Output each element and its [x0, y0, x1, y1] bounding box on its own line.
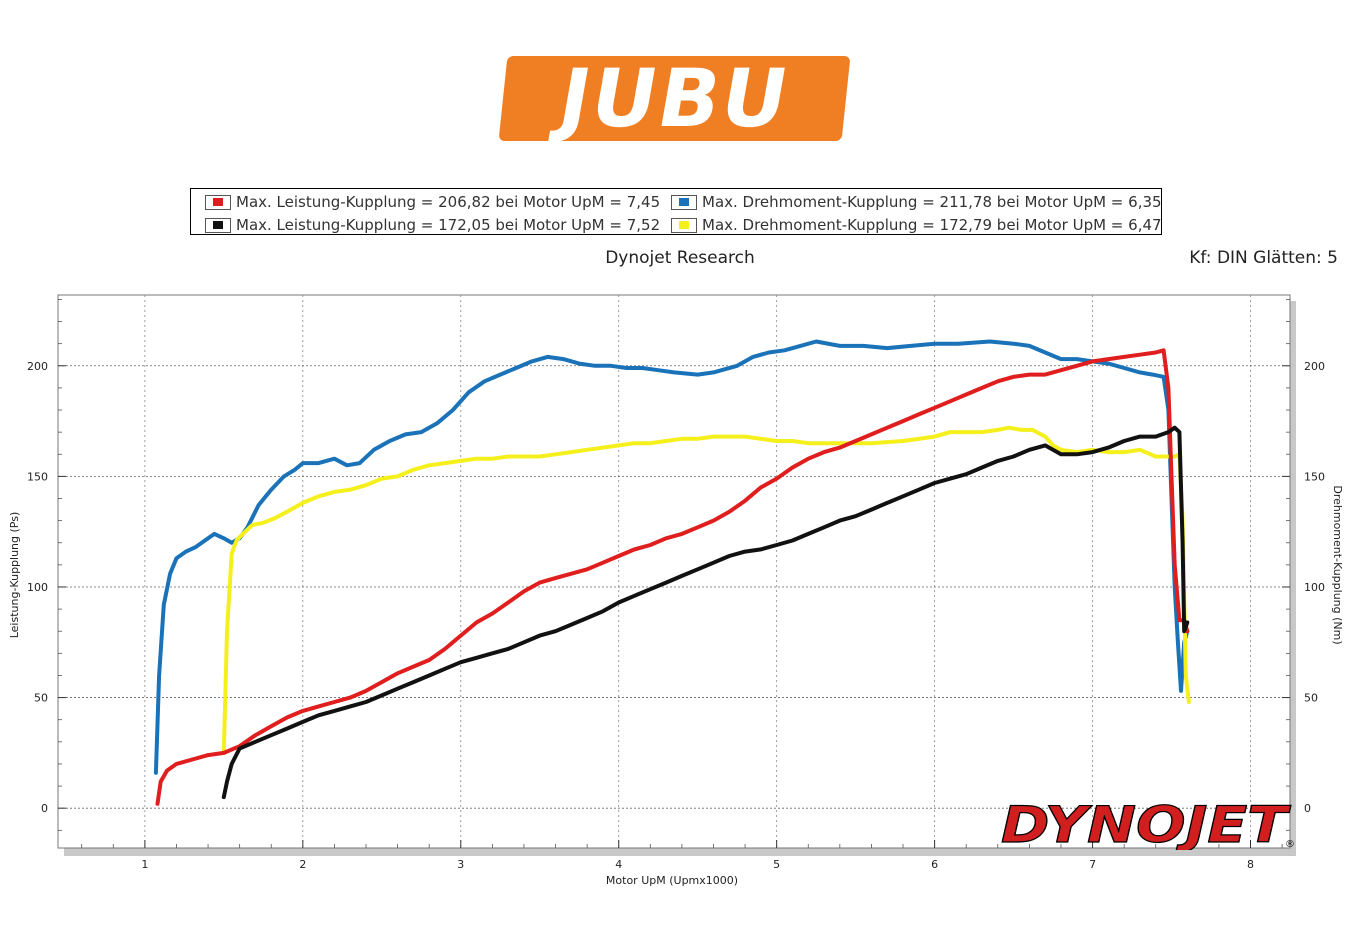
y-tick-label-left-50: 50	[34, 692, 48, 705]
x-tick-label-2: 2	[299, 858, 306, 871]
y-axis-label-left: Leistung-Kupplung (Ps)	[8, 512, 21, 639]
y-tick-label-left-100: 100	[27, 581, 48, 594]
series-line-blue	[153, 339, 1190, 775]
legend-swatch-yellow	[671, 217, 697, 233]
minor-ticks	[58, 299, 1290, 848]
series-line-black	[221, 425, 1190, 800]
legend-item-black: Max. Leistung-Kupplung = 172,05 bei Moto…	[205, 214, 660, 236]
dynojet-logo-text: DYNOJET	[1001, 798, 1292, 850]
x-tick-label-3: 3	[457, 858, 464, 871]
y-tick-label-left-200: 200	[27, 360, 48, 373]
chart-title: Dynojet Research	[605, 248, 755, 268]
legend-item-blue: Max. Drehmoment-Kupplung = 211,78 bei Mo…	[671, 191, 1162, 213]
legend-swatch-black	[205, 217, 231, 233]
legend-item-yellow: Max. Drehmoment-Kupplung = 172,79 bei Mo…	[671, 214, 1162, 236]
chart-legend: Max. Leistung-Kupplung = 206,82 bei Moto…	[190, 188, 1162, 235]
registered-mark: ®	[1285, 839, 1294, 850]
x-tick-label-8: 8	[1247, 858, 1254, 871]
y-tick-label-left-0: 0	[41, 802, 48, 815]
kf-smoothing-label: Kf: DIN Glätten: 5	[1189, 248, 1338, 268]
legend-swatch-red	[205, 194, 231, 210]
y-tick-label-right-200: 200	[1304, 360, 1325, 373]
x-tick-label-7: 7	[1089, 858, 1096, 871]
y-tick-label-right-0: 0	[1304, 802, 1311, 815]
x-axis-label: Motor UpM (Upmx1000)	[606, 874, 738, 887]
legend-item-red: Max. Leistung-Kupplung = 206,82 bei Moto…	[205, 191, 660, 213]
x-tick-label-5: 5	[773, 858, 780, 871]
series-line-red	[155, 348, 1190, 806]
dynojet-logo: DYNOJET ®	[1000, 798, 1294, 850]
legend-label-black: Max. Leistung-Kupplung = 172,05 bei Moto…	[236, 216, 661, 234]
x-tick-label-6: 6	[931, 858, 938, 871]
plot-area	[57, 294, 1291, 849]
y-tick-label-right-50: 50	[1304, 692, 1318, 705]
legend-label-blue: Max. Drehmoment-Kupplung = 211,78 bei Mo…	[702, 193, 1162, 211]
y-axis-label-right: Drehmoment-Kupplung (Nm)	[1331, 485, 1344, 644]
legend-label-red: Max. Leistung-Kupplung = 206,82 bei Moto…	[236, 193, 661, 211]
legend-swatch-blue	[671, 194, 697, 210]
x-tick-label-4: 4	[615, 858, 622, 871]
y-tick-label-right-150: 150	[1304, 470, 1325, 483]
series-line-yellow	[221, 425, 1191, 755]
tick-labels: 1 2 3 4 5 6 7 8 0 0 50 50 100 100 150 150 200 200	[27, 360, 1325, 871]
grid	[58, 295, 1290, 848]
series	[153, 339, 1191, 806]
x-tick-label-1: 1	[141, 858, 148, 871]
legend-label-yellow: Max. Drehmoment-Kupplung = 172,79 bei Mo…	[702, 216, 1162, 234]
y-tick-label-right-100: 100	[1304, 581, 1325, 594]
y-tick-label-left-150: 150	[27, 470, 48, 483]
